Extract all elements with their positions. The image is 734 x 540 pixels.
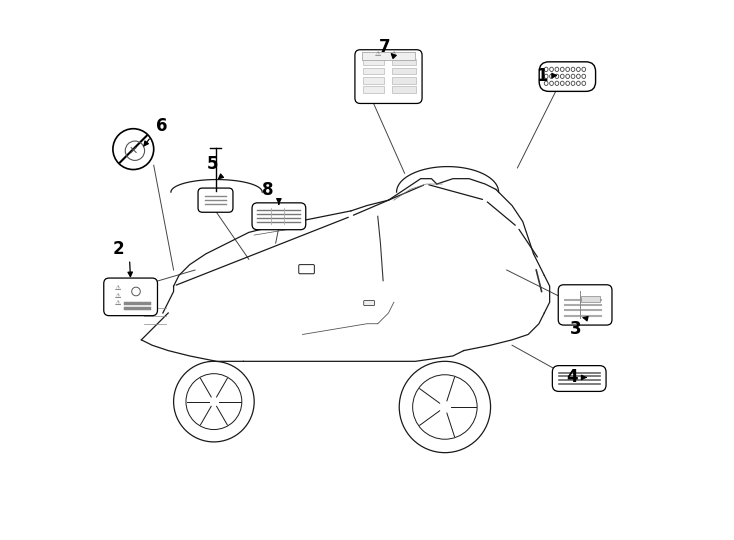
Text: 4: 4 [567, 368, 578, 387]
FancyBboxPatch shape [362, 52, 415, 60]
FancyBboxPatch shape [363, 77, 384, 84]
Text: 7: 7 [379, 37, 390, 56]
FancyBboxPatch shape [299, 265, 314, 274]
FancyBboxPatch shape [363, 68, 384, 75]
FancyBboxPatch shape [559, 285, 612, 325]
Text: ⚠: ⚠ [115, 300, 121, 307]
FancyBboxPatch shape [363, 59, 384, 65]
FancyBboxPatch shape [363, 86, 384, 93]
Text: ⚠: ⚠ [115, 286, 121, 292]
Text: 6: 6 [156, 117, 167, 135]
Text: ✕: ✕ [128, 146, 138, 156]
Text: 2: 2 [113, 240, 125, 258]
FancyBboxPatch shape [392, 86, 416, 93]
FancyBboxPatch shape [364, 301, 374, 306]
FancyBboxPatch shape [539, 62, 595, 91]
FancyBboxPatch shape [392, 59, 416, 65]
Text: 8: 8 [262, 181, 274, 199]
Text: 3: 3 [570, 320, 581, 338]
FancyBboxPatch shape [581, 296, 600, 302]
FancyBboxPatch shape [198, 188, 233, 212]
FancyBboxPatch shape [252, 203, 306, 230]
Text: ⚠: ⚠ [375, 51, 381, 57]
FancyBboxPatch shape [103, 278, 158, 316]
Text: 5: 5 [207, 154, 219, 173]
FancyBboxPatch shape [553, 366, 606, 392]
Text: ⚠: ⚠ [391, 51, 397, 57]
Text: ⚠: ⚠ [115, 293, 121, 299]
FancyBboxPatch shape [392, 68, 416, 75]
Text: 1: 1 [536, 66, 548, 85]
FancyBboxPatch shape [392, 77, 416, 84]
FancyBboxPatch shape [355, 50, 422, 104]
